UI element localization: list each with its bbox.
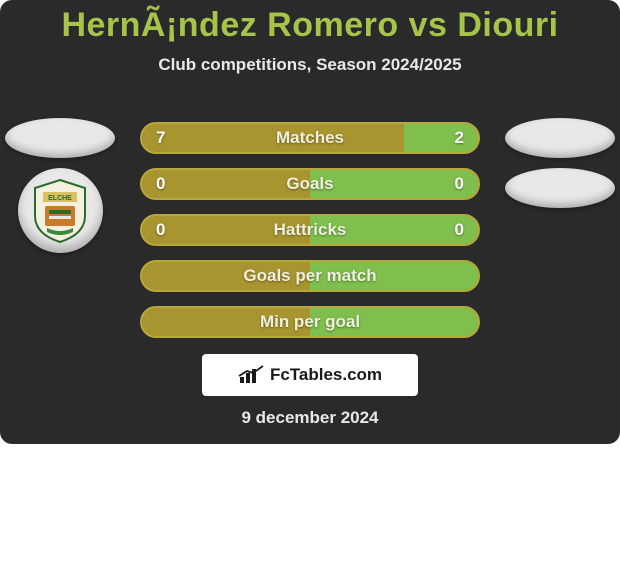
stat-bar-value-right: 2 bbox=[455, 128, 464, 148]
stat-bar-fill-right bbox=[310, 308, 478, 336]
player-left-column: ELCHE bbox=[0, 118, 120, 253]
stat-bar: Min per goal bbox=[140, 306, 480, 338]
stat-bar-fill-left bbox=[142, 170, 310, 198]
stat-bar-fill-left bbox=[142, 262, 310, 290]
stat-bar-fill-right bbox=[404, 124, 478, 152]
player-right-club-placeholder bbox=[505, 168, 615, 208]
page-title: HernÃ¡ndez Romero vs Diouri bbox=[0, 6, 620, 45]
page-subtitle: Club competitions, Season 2024/2025 bbox=[0, 55, 620, 75]
stat-bar-value-right: 0 bbox=[455, 174, 464, 194]
stat-bar: Goals00 bbox=[140, 168, 480, 200]
stat-bar-fill-right bbox=[310, 262, 478, 290]
stat-bar-fill-right bbox=[310, 170, 478, 198]
stat-bar-value-left: 0 bbox=[156, 174, 165, 194]
brand-text: FcTables.com bbox=[270, 365, 382, 385]
svg-text:ELCHE: ELCHE bbox=[48, 195, 72, 202]
stat-bar-fill-left bbox=[142, 308, 310, 336]
stat-bar-value-left: 0 bbox=[156, 220, 165, 240]
stat-bar-fill-left bbox=[142, 216, 310, 244]
player-right-column bbox=[500, 118, 620, 208]
brand-badge[interactable]: FcTables.com bbox=[202, 354, 418, 396]
stat-bar: Hattricks00 bbox=[140, 214, 480, 246]
barchart-icon bbox=[238, 365, 264, 385]
stat-bar-value-right: 0 bbox=[455, 220, 464, 240]
stat-bar: Goals per match bbox=[140, 260, 480, 292]
stat-bar-value-left: 7 bbox=[156, 128, 165, 148]
comparison-card: HernÃ¡ndez Romero vs Diouri Club competi… bbox=[0, 0, 620, 444]
stat-bar-fill-right bbox=[310, 216, 478, 244]
stat-bars: Matches72Goals00Hattricks00Goals per mat… bbox=[140, 122, 480, 338]
player-right-avatar-placeholder bbox=[505, 118, 615, 158]
stat-bar: Matches72 bbox=[140, 122, 480, 154]
player-left-club-logo: ELCHE bbox=[18, 168, 103, 253]
elche-crest-icon: ELCHE bbox=[25, 176, 95, 246]
player-left-avatar-placeholder bbox=[5, 118, 115, 158]
date-text: 9 december 2024 bbox=[0, 408, 620, 428]
stat-bar-fill-left bbox=[142, 124, 404, 152]
